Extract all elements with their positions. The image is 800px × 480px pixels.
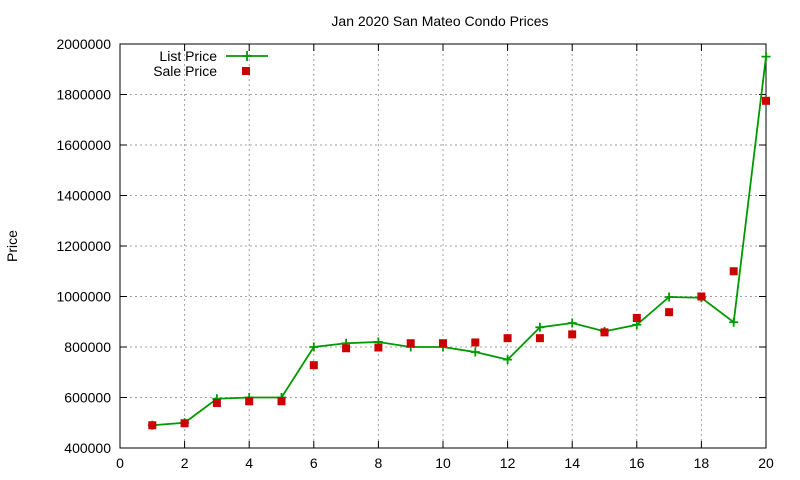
sale-price-point <box>697 292 706 301</box>
legend-label-sale-price: Sale Price <box>153 63 217 79</box>
sale-price-point <box>245 397 254 406</box>
sale-price-point <box>277 397 286 406</box>
x-tick-label: 0 <box>116 455 124 471</box>
sale-price-point <box>212 399 221 408</box>
x-tick-label: 4 <box>245 455 253 471</box>
sale-price-point <box>665 308 674 317</box>
y-tick-label: 600000 <box>64 390 111 406</box>
list-price-point <box>761 52 771 62</box>
y-tick-label: 2000000 <box>56 36 111 52</box>
x-tick-label: 10 <box>435 455 451 471</box>
y-tick-labels: 400000 600000 800000 1000000 1200000 1400000 1… <box>56 36 111 456</box>
x-tick-label: 14 <box>564 455 580 471</box>
x-tick-label: 2 <box>181 455 189 471</box>
x-tick-label: 16 <box>629 455 645 471</box>
legend: List Price Sale Price <box>153 48 268 79</box>
y-tick-label: 800000 <box>64 339 111 355</box>
sale-price-point <box>342 344 351 353</box>
sale-price-point <box>535 334 544 343</box>
sale-price-point <box>439 339 447 348</box>
y-tick-label: 400000 <box>64 440 111 456</box>
y-tick-label: 1000000 <box>56 289 111 305</box>
x-tick-label: 12 <box>500 455 516 471</box>
sale-price-point <box>762 96 770 105</box>
x-tick-label: 8 <box>375 455 383 471</box>
x-tick-label: 6 <box>310 455 318 471</box>
y-tick-label: 1600000 <box>56 137 111 153</box>
list-price-line <box>152 56 767 427</box>
y-axis-label: Price <box>4 230 20 262</box>
legend-label-list-price: List Price <box>159 48 217 64</box>
y-tick-label: 1800000 <box>56 87 111 103</box>
series-list-price <box>147 52 771 430</box>
x-tick-label: 20 <box>758 455 774 471</box>
legend-marker-sale-price <box>242 67 250 75</box>
axis-ticks <box>119 43 767 449</box>
legend-marker-list-price <box>242 51 252 61</box>
sale-price-point <box>503 334 512 343</box>
sale-price-point <box>632 313 641 322</box>
series-layer <box>147 52 771 430</box>
list-price-point <box>567 318 577 328</box>
list-price-point <box>535 322 545 332</box>
list-price-point <box>664 292 674 302</box>
y-tick-label: 1400000 <box>56 188 111 204</box>
series-sale-price <box>148 96 770 430</box>
x-tick-labels: 0 2 4 6 8 10 12 14 16 18 20 <box>116 455 774 471</box>
sale-price-point <box>406 339 415 348</box>
sale-price-point <box>374 343 383 352</box>
y-tick-label: 1200000 <box>56 238 111 254</box>
x-tick-label: 18 <box>694 455 710 471</box>
list-price-point <box>503 355 513 365</box>
grid-lines <box>120 44 766 448</box>
sale-price-point <box>600 328 609 337</box>
sale-price-point <box>309 361 318 370</box>
sale-price-point <box>471 338 480 347</box>
sale-price-point <box>148 421 157 430</box>
list-price-point <box>729 317 739 327</box>
sale-price-point <box>180 419 189 428</box>
list-price-point <box>309 342 319 352</box>
chart-title: Jan 2020 San Mateo Condo Prices <box>331 13 548 29</box>
sale-price-point <box>729 267 738 276</box>
list-price-point <box>470 347 480 357</box>
sale-price-point <box>568 330 577 339</box>
